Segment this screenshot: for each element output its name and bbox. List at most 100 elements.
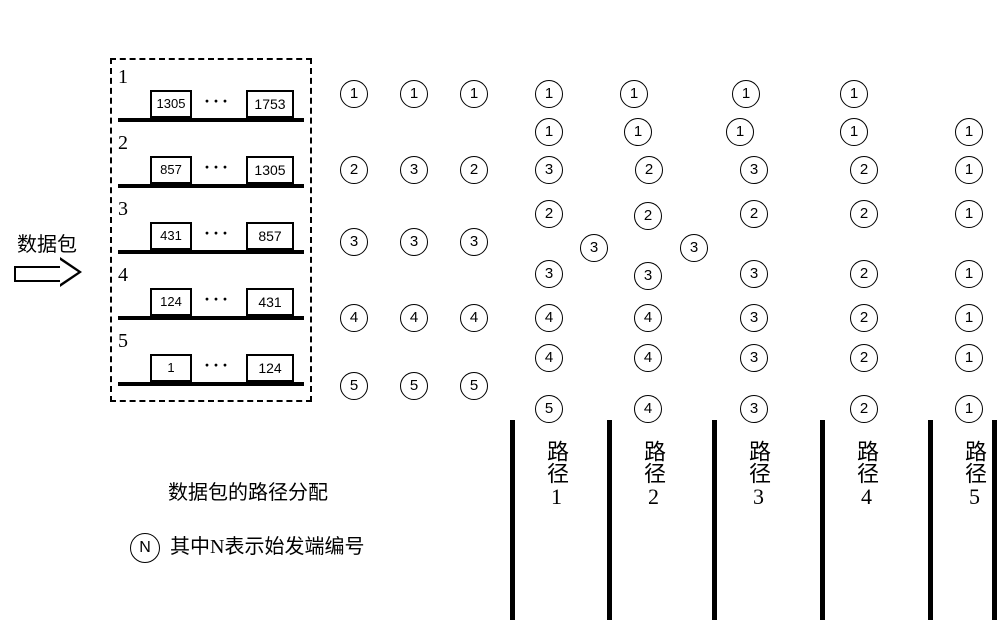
packet-last: 1305 [246,156,294,184]
origin-circle: 5 [535,395,563,423]
packet-first: 857 [150,156,192,184]
origin-circle: 5 [460,372,488,400]
origin-circle: 4 [634,344,662,372]
origin-circle: 1 [535,118,563,146]
origin-circle: 2 [634,202,662,230]
origin-circle: 1 [955,304,983,332]
queue-number: 4 [118,264,128,287]
queue-line [118,184,304,188]
queue-container: 1 1305 ··· 1753 2 857 ··· 1305 3 431 ··· 857 4 124 ···… [110,58,312,402]
packet-last: 431 [246,288,294,316]
origin-circle: 1 [340,80,368,108]
path-bar-end [992,420,997,620]
origin-circle: 1 [620,80,648,108]
origin-circle: 3 [680,234,708,262]
origin-circle: 4 [535,304,563,332]
origin-circle: 3 [580,234,608,262]
origin-circle: 2 [850,344,878,372]
origin-circle: 4 [340,304,368,332]
path-label: 路径3 [742,440,774,550]
dots-icon: ··· [204,289,231,310]
arrow-icon [14,259,80,285]
queue-row: 1 1305 ··· 1753 [112,64,310,128]
origin-circle: 3 [740,260,768,288]
queue-line [118,382,304,386]
path-bar [712,420,717,620]
dots-icon: ··· [204,223,231,244]
origin-circle: 4 [634,395,662,423]
origin-circle: 4 [634,304,662,332]
queue-number: 5 [118,330,128,353]
origin-circle: 1 [955,200,983,228]
origin-circle: 1 [732,80,760,108]
origin-circle: 1 [955,260,983,288]
queue-number: 1 [118,66,128,89]
dots-icon: ··· [204,355,231,376]
origin-circle: 5 [400,372,428,400]
path-bar [510,420,515,620]
origin-circle: 2 [850,260,878,288]
packet-last: 1753 [246,90,294,118]
origin-circle: 1 [840,118,868,146]
origin-circle: 1 [726,118,754,146]
origin-circle: 5 [340,372,368,400]
origin-circle: 2 [635,156,663,184]
dots-icon: ··· [204,157,231,178]
origin-circle: 2 [340,156,368,184]
queue-row: 2 857 ··· 1305 [112,130,310,194]
origin-circle: 3 [460,228,488,256]
origin-circle: 3 [400,156,428,184]
packet-last: 857 [246,222,294,250]
queue-row: 3 431 ··· 857 [112,196,310,260]
path-bar [928,420,933,620]
data-packet-arrow: 数据包 [14,228,80,285]
origin-circle: 1 [400,80,428,108]
packet-first: 124 [150,288,192,316]
packet-first: 431 [150,222,192,250]
origin-circle: 1 [955,344,983,372]
legend-circle-icon: N [130,533,160,563]
queue-line [118,316,304,320]
origin-circle: 2 [535,200,563,228]
origin-circle: 3 [535,156,563,184]
origin-circle: 3 [740,156,768,184]
origin-circle: 2 [460,156,488,184]
queue-number: 2 [118,132,128,155]
origin-circle: 3 [535,260,563,288]
origin-circle: 3 [634,262,662,290]
caption-allocation: 数据包的路径分配 [168,476,328,505]
dots-icon: ··· [204,91,231,112]
queue-line [118,250,304,254]
origin-circle: 2 [850,304,878,332]
queue-line [118,118,304,122]
origin-circle: 2 [850,156,878,184]
origin-circle: 3 [400,228,428,256]
origin-circle: 4 [460,304,488,332]
origin-circle: 1 [840,80,868,108]
origin-circle: 1 [460,80,488,108]
queue-row: 4 124 ··· 431 [112,262,310,326]
origin-circle: 2 [850,200,878,228]
origin-circle: 1 [955,395,983,423]
origin-circle: 1 [535,80,563,108]
origin-circle: 3 [740,304,768,332]
origin-circle: 3 [740,395,768,423]
queue-row: 51 ··· 124 [112,328,310,392]
legend-text: 其中N表示始发端编号 [170,536,364,558]
legend: N 其中N表示始发端编号 [130,530,364,563]
path-label: 路径2 [637,440,669,550]
origin-circle: 2 [740,200,768,228]
origin-circle: 3 [740,344,768,372]
origin-circle: 1 [955,118,983,146]
path-label: 路径4 [850,440,882,550]
packet-first: 1 [150,354,192,382]
origin-circle: 4 [535,344,563,372]
packet-first: 1305 [150,90,192,118]
path-bar [607,420,612,620]
origin-circle: 4 [400,304,428,332]
arrow-label: 数据包 [14,228,80,257]
origin-circle: 2 [850,395,878,423]
queue-number: 3 [118,198,128,221]
path-label: 路径1 [540,440,572,550]
packet-last: 124 [246,354,294,382]
